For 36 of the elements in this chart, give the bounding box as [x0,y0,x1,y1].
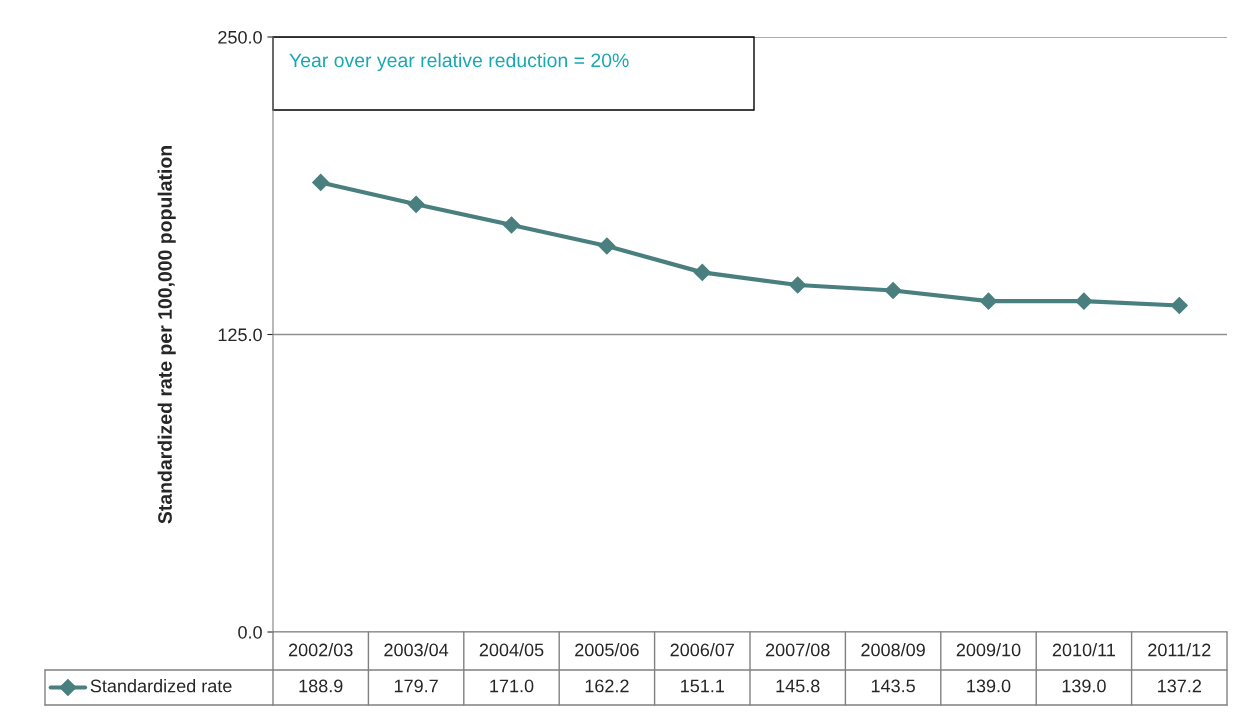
data-label: 171.0 [490,679,534,693]
point [598,237,616,255]
data-label: 179.7 [394,679,438,693]
point [1170,296,1188,315]
x-tick-label: 2006/07 [670,643,735,657]
point [407,195,425,213]
y-axis-title: Standardized rate per 100,000 population [157,146,176,524]
y-tick-label: 250.0 [218,30,262,44]
point [312,173,330,191]
annotation: Year over year relative reduction = 20% [289,52,629,72]
point [979,292,998,310]
y-tick-label: 125.0 [218,328,262,342]
data-label: 162.2 [585,679,629,693]
point [1075,292,1093,310]
data-label: 139.0 [967,679,1011,693]
data-label: 137.2 [1158,679,1201,693]
x-tick-label: 2011/12 [1148,643,1211,657]
x-tick-label: 2009/10 [956,643,1021,657]
y-tick-label: 0.0 [238,625,262,639]
point [502,216,521,234]
x-tick-label: 2008/09 [861,643,925,657]
x-tick-label: 2004/05 [479,643,544,657]
x-tick-label: 2005/06 [575,643,639,657]
x-tick-label: 2003/04 [384,643,449,657]
point [884,281,902,300]
data-label: 139.0 [1062,679,1106,693]
point [789,276,807,294]
data-label: 151.1 [681,679,725,693]
x-tick-label: 2007/08 [765,643,830,657]
data-label: 188.9 [299,679,343,693]
legend-label: Standardized rate [90,679,232,693]
data-label: 145.8 [776,679,820,693]
x-tick-label: 2010/11 [1052,643,1115,657]
data-label: 143.5 [871,679,915,693]
x-tick-label: 2002/03 [288,643,353,657]
point [693,263,711,281]
